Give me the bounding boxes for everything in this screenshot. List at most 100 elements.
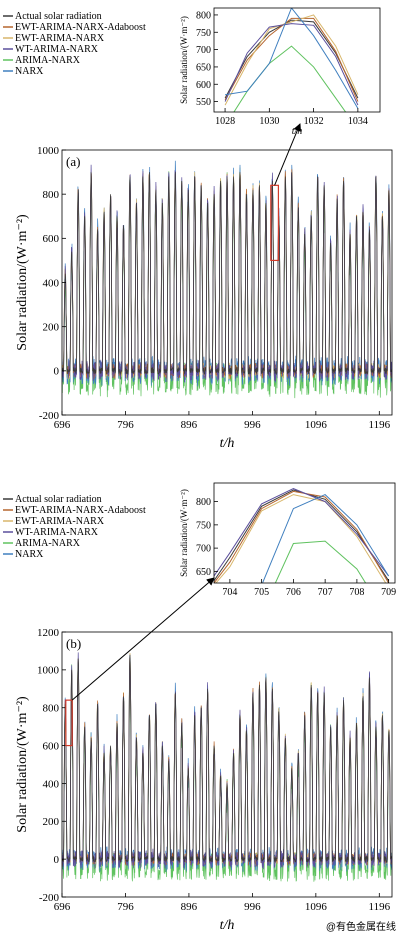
inset-panel-b: 704 705 706 707 708 709 650 700 750 800 Solar radi… <box>179 482 396 598</box>
y-tick-label: 800 <box>196 497 211 508</box>
legend-entry: WT-ARIMA-NARX <box>15 44 99 55</box>
y-tick-label: 800 <box>43 189 60 201</box>
x-tick-label: 707 <box>318 587 333 598</box>
inset-bg <box>214 483 395 583</box>
y-tick-label: 1000 <box>37 145 60 157</box>
zoom-arrow-b <box>71 577 215 701</box>
inset-series-1 <box>224 17 359 102</box>
x-tick-label: 1032 <box>304 116 324 127</box>
y-tick-label: 800 <box>196 10 211 21</box>
inset-series-4 <box>274 540 367 583</box>
panel-label: (a) <box>66 154 80 169</box>
x-tick-label: 1096 <box>305 901 328 913</box>
y-tick-label: 0 <box>54 854 60 866</box>
y-tick-label: 1000 <box>37 665 60 677</box>
y-tick-label: 650 <box>196 62 211 73</box>
legend-entry: ARIMA-NARX <box>15 538 81 549</box>
highlight-box <box>65 699 73 747</box>
y-tick-label: 750 <box>196 28 211 39</box>
inset-series-group <box>224 8 359 112</box>
inset-series-5 <box>225 8 359 109</box>
y-tick-label: -200 <box>39 892 60 904</box>
inset-y-axis-label: Solar radiation/(W·m⁻²) <box>179 16 189 104</box>
inset-panel-a: 1028 1030 1032 1034 550 600 650 700 750 800 Solar … <box>179 7 381 137</box>
plot-frame <box>213 7 381 113</box>
x-tick-label: 1196 <box>369 419 391 431</box>
x-axis-label: t/h <box>220 918 235 933</box>
plot-frame <box>213 482 396 584</box>
y-tick-label: 200 <box>43 322 60 334</box>
x-tick-label: 796 <box>117 901 134 913</box>
y-axis-label: Solar radiation/(W·m⁻²) <box>15 696 30 833</box>
inset-series-2 <box>224 14 359 106</box>
x-tick-label: 796 <box>117 419 134 431</box>
legend-entry: EWT-ARIMA-NARX-Adaboost <box>15 22 146 33</box>
legend-entry: WT-ARIMA-NARX <box>15 527 99 538</box>
legend-entry: EWT-ARIMA-NARX <box>15 516 105 527</box>
legend-entry: EWT-ARIMA-NARX <box>15 33 105 44</box>
y-tick-label: 650 <box>196 567 211 578</box>
series-line-0 <box>62 172 392 376</box>
y-tick-label: 700 <box>196 45 211 56</box>
y-tick-label: 1200 <box>37 627 60 639</box>
y-tick-label: 200 <box>43 816 60 828</box>
inset-series-3 <box>214 488 389 577</box>
x-tick-label: 696 <box>54 901 71 913</box>
plot-frame <box>61 631 393 898</box>
inset-series-1 <box>214 490 390 583</box>
inset-series-5 <box>262 494 390 583</box>
series-line-0 <box>62 654 392 864</box>
legend-entry: EWT-ARIMA-NARX-Adaboost <box>15 505 146 516</box>
legend-entry: NARX <box>15 549 44 560</box>
y-tick-label: 700 <box>196 544 211 555</box>
x-tick-label: 706 <box>286 587 301 598</box>
x-axis-label: t/h <box>220 436 235 451</box>
x-tick-label: 1034 <box>348 116 368 127</box>
chart-panel-a: 696 796 896 996 1096 1196 -200 0 200 400 600 800 100… <box>15 145 393 451</box>
inset-series-0 <box>224 19 359 99</box>
watermark: @有色金属在线 <box>326 920 396 933</box>
inset-series-group <box>214 488 390 583</box>
y-tick-label: 400 <box>43 277 60 289</box>
inset-bg <box>214 8 380 112</box>
x-tick-label: 1096 <box>305 419 328 431</box>
x-tick-label: 708 <box>349 587 364 598</box>
y-tick-label: 600 <box>196 80 211 91</box>
x-tick-label: 704 <box>222 587 237 598</box>
chart-panel-b: 696 796 896 996 1096 1196 -200 0 200 400 600 800 100… <box>15 627 393 933</box>
x-tick-label: 996 <box>244 901 261 913</box>
legend-entry: Actual solar radiation <box>15 11 102 22</box>
y-tick-label: 600 <box>43 233 60 245</box>
y-tick-label: 550 <box>196 97 211 108</box>
inset-series-0 <box>214 489 390 581</box>
series-group <box>62 652 392 882</box>
inset-y-axis-label: Solar radiation/(W·m⁻²) <box>179 489 189 577</box>
y-tick-label: -200 <box>39 410 60 422</box>
y-tick-label: 600 <box>43 740 60 752</box>
legend-entry: NARX <box>15 66 44 77</box>
x-tick-label: 1028 <box>215 116 235 127</box>
x-tick-label: 705 <box>254 587 269 598</box>
x-tick-label: 1196 <box>369 901 391 913</box>
inset-series-3 <box>224 23 359 106</box>
panel-label: (b) <box>66 636 81 651</box>
x-tick-label: 709 <box>381 587 396 598</box>
y-tick-label: 400 <box>43 778 60 790</box>
y-tick-label: 750 <box>196 520 211 531</box>
legend-b: Actual solar radiationEWT-ARIMA-NARX-Ada… <box>3 494 146 560</box>
y-tick-label: 0 <box>54 366 60 378</box>
inset-series-2 <box>215 494 387 583</box>
x-tick-label: 896 <box>181 901 198 913</box>
x-tick-label: 1030 <box>259 116 279 127</box>
y-tick-label: 800 <box>43 703 60 715</box>
x-tick-label: 896 <box>181 419 198 431</box>
series-group <box>62 160 392 399</box>
legend-entry: Actual solar radiation <box>15 494 102 505</box>
zoom-arrow-a <box>274 123 302 186</box>
x-tick-label: 696 <box>54 419 71 431</box>
legend-a: Actual solar radiationEWT-ARIMA-NARX-Ada… <box>3 11 146 77</box>
y-axis-label: Solar radiation/(W·m⁻²) <box>15 214 30 351</box>
x-tick-label: 996 <box>244 419 261 431</box>
legend-entry: ARIMA-NARX <box>15 55 81 66</box>
